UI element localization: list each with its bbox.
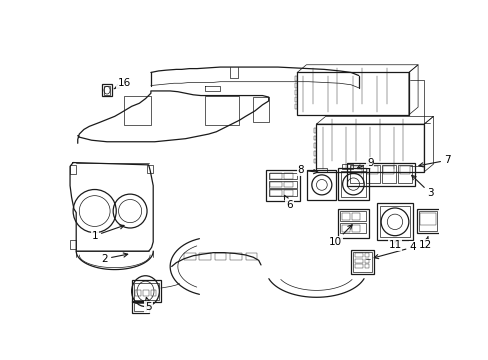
Bar bbox=[270, 182, 281, 187]
Bar bbox=[316, 124, 424, 172]
Bar bbox=[214, 253, 226, 260]
Bar bbox=[383, 166, 393, 174]
Bar bbox=[350, 166, 361, 174]
Bar bbox=[337, 168, 368, 200]
Bar bbox=[270, 190, 281, 195]
Bar bbox=[134, 283, 158, 300]
Bar bbox=[397, 165, 411, 183]
Bar bbox=[442, 200, 488, 239]
Bar bbox=[364, 259, 368, 263]
Bar bbox=[349, 165, 363, 183]
Bar bbox=[135, 289, 141, 296]
Bar bbox=[439, 280, 488, 296]
Text: 3: 3 bbox=[411, 175, 433, 198]
Text: 11: 11 bbox=[387, 240, 401, 250]
Text: 5: 5 bbox=[145, 297, 152, 312]
Bar bbox=[351, 213, 359, 220]
Bar bbox=[354, 264, 362, 268]
Bar bbox=[230, 253, 241, 260]
Text: 7: 7 bbox=[418, 155, 450, 167]
Bar bbox=[294, 83, 297, 88]
Bar bbox=[379, 206, 409, 237]
Text: 8: 8 bbox=[297, 165, 317, 175]
Bar bbox=[350, 249, 373, 274]
Bar bbox=[102, 84, 111, 96]
Bar bbox=[354, 253, 362, 257]
Bar bbox=[381, 165, 395, 183]
Bar bbox=[284, 182, 293, 187]
Bar bbox=[313, 128, 316, 132]
Bar bbox=[341, 225, 349, 232]
Text: 6: 6 bbox=[284, 195, 292, 210]
Text: 4: 4 bbox=[373, 242, 415, 258]
Bar bbox=[294, 90, 297, 95]
Bar bbox=[266, 170, 299, 201]
Bar bbox=[353, 252, 371, 272]
Bar bbox=[340, 223, 366, 233]
Text: 13: 13 bbox=[0, 359, 1, 360]
Bar bbox=[416, 209, 439, 233]
Bar bbox=[268, 172, 297, 180]
Bar bbox=[365, 165, 379, 183]
Bar bbox=[364, 253, 368, 257]
Bar bbox=[183, 253, 195, 260]
Bar bbox=[104, 86, 110, 95]
Bar bbox=[123, 95, 151, 125]
Bar bbox=[418, 211, 436, 231]
Bar bbox=[341, 164, 352, 169]
Bar bbox=[270, 173, 281, 179]
Bar bbox=[151, 289, 156, 296]
Bar bbox=[143, 289, 148, 296]
Bar bbox=[294, 104, 297, 109]
Bar bbox=[294, 97, 297, 102]
Bar bbox=[442, 243, 488, 277]
Bar bbox=[284, 173, 293, 179]
Bar bbox=[337, 209, 368, 238]
Bar bbox=[399, 166, 409, 174]
Bar bbox=[366, 166, 377, 174]
Bar bbox=[340, 211, 366, 221]
Bar bbox=[354, 259, 362, 263]
Bar bbox=[147, 165, 153, 172]
Text: 12: 12 bbox=[418, 237, 431, 250]
Bar bbox=[245, 253, 257, 260]
Bar bbox=[253, 97, 268, 122]
Bar bbox=[439, 197, 488, 282]
Bar bbox=[70, 165, 76, 174]
Text: 14: 14 bbox=[0, 359, 1, 360]
Bar bbox=[268, 189, 297, 197]
Bar bbox=[313, 136, 316, 140]
Bar bbox=[341, 171, 365, 197]
Bar bbox=[297, 72, 408, 115]
Text: 15: 15 bbox=[0, 359, 1, 360]
Bar bbox=[364, 264, 368, 268]
Bar bbox=[131, 301, 148, 313]
Bar bbox=[420, 213, 435, 225]
Text: 2: 2 bbox=[101, 253, 127, 264]
Text: 9: 9 bbox=[356, 158, 373, 169]
Bar bbox=[306, 170, 336, 199]
Bar bbox=[346, 163, 414, 186]
Text: 1: 1 bbox=[91, 225, 124, 241]
Text: 16: 16 bbox=[114, 78, 130, 89]
Bar bbox=[313, 151, 316, 156]
Bar bbox=[313, 159, 316, 163]
Bar bbox=[284, 190, 293, 195]
Bar bbox=[351, 225, 359, 232]
Bar bbox=[268, 181, 297, 188]
Bar bbox=[199, 253, 210, 260]
Bar bbox=[442, 242, 488, 279]
Bar bbox=[316, 168, 326, 172]
Bar bbox=[134, 303, 146, 311]
Bar bbox=[376, 203, 413, 240]
Text: 10: 10 bbox=[328, 225, 351, 247]
Bar bbox=[131, 280, 161, 302]
Bar bbox=[70, 239, 76, 249]
Bar bbox=[341, 213, 349, 220]
Bar bbox=[294, 76, 297, 81]
Bar bbox=[204, 95, 239, 125]
Bar bbox=[313, 143, 316, 148]
